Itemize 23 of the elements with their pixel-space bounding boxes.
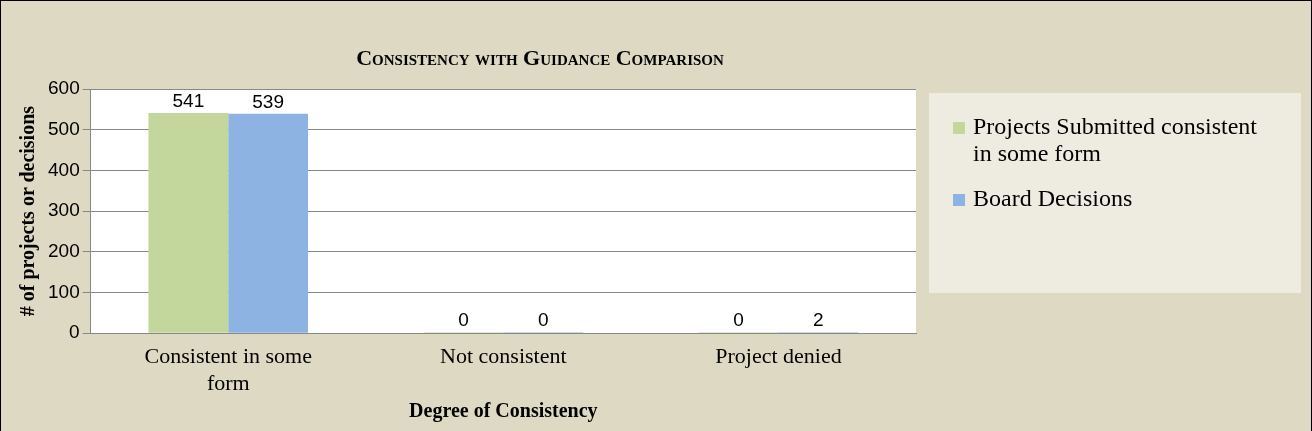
y-tick-label: 0: [69, 321, 80, 343]
y-tick-label: 100: [48, 280, 80, 302]
x-tick-label: Not consistent: [440, 343, 567, 369]
bar: [228, 113, 309, 333]
y-tick-label: 600: [48, 77, 80, 99]
x-tick-label: Project denied: [715, 343, 842, 369]
data-label: 2: [813, 308, 824, 330]
y-tick-label: 300: [48, 199, 80, 221]
data-label: 0: [733, 308, 744, 330]
y-tick-label: 500: [48, 117, 80, 139]
y-axis-title: # of projects or decisions: [16, 105, 40, 317]
data-label: 541: [172, 89, 205, 111]
chart-title: Consistency with Guidance Comparison: [355, 45, 725, 71]
data-label: 0: [458, 308, 469, 330]
legend-label: Board Decisions: [973, 185, 1133, 212]
data-label: 0: [537, 308, 549, 330]
legend-label: Projects Submitted consistent in some form: [973, 113, 1258, 167]
y-tick-label: 200: [48, 240, 80, 262]
bar: [148, 113, 229, 333]
y-tick-label: 400: [48, 158, 80, 180]
x-tick-label: Consistent in some form: [144, 343, 312, 395]
x-axis-title: Degree of Consistency: [409, 399, 598, 423]
data-label: 539: [252, 90, 284, 112]
